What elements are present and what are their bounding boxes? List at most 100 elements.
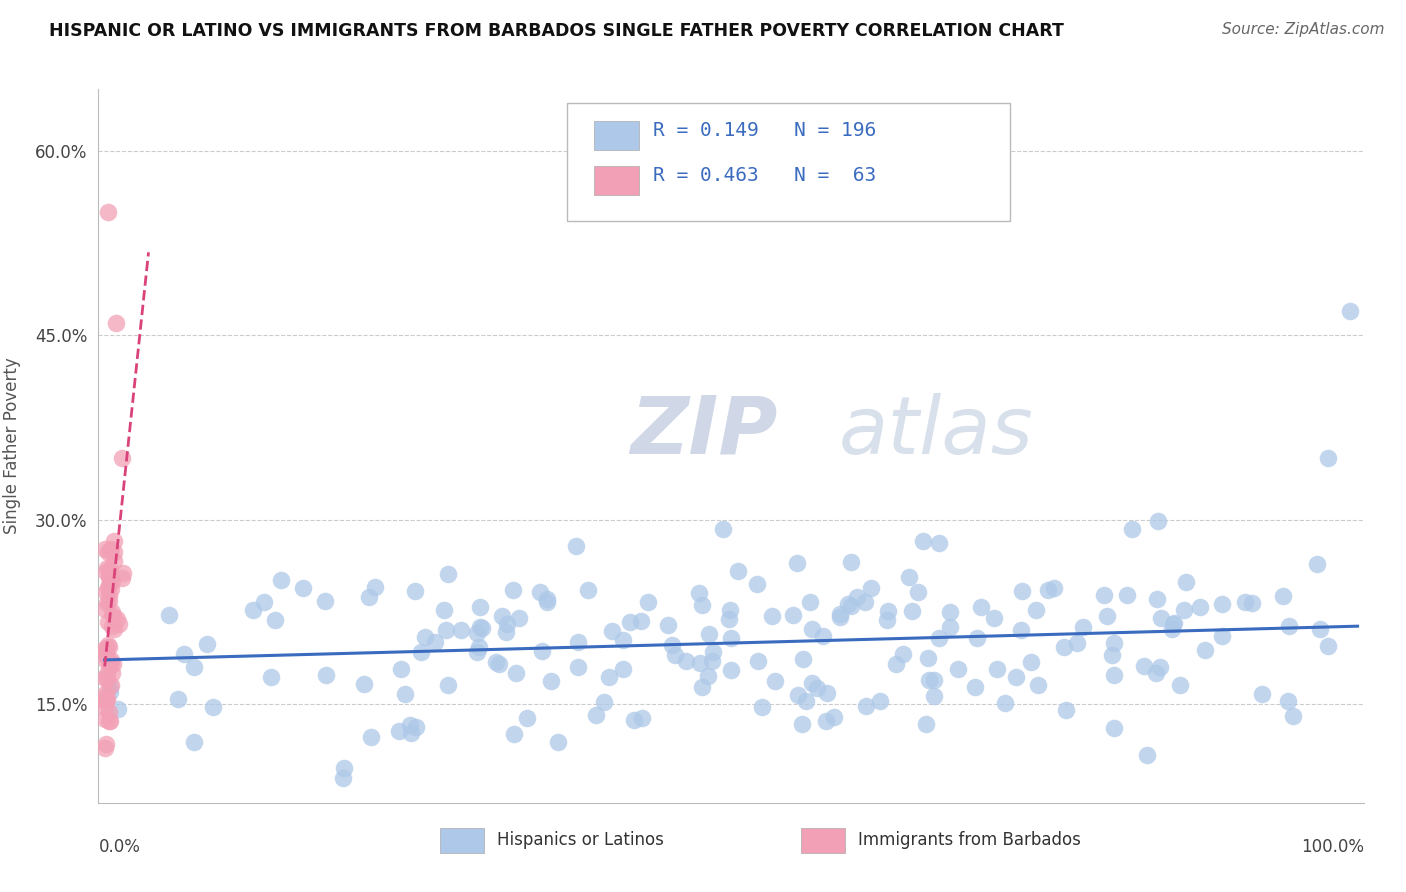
Point xyxy=(1132,659,1154,673)
Point xyxy=(702,645,724,659)
Point xyxy=(1211,629,1233,643)
Point xyxy=(966,631,988,645)
Point xyxy=(689,656,711,670)
Text: ZIP: ZIP xyxy=(630,392,778,471)
Point xyxy=(103,657,125,672)
Point xyxy=(94,740,117,755)
Point xyxy=(1194,643,1216,657)
Point xyxy=(503,727,526,741)
Point xyxy=(103,622,125,636)
Point xyxy=(1211,597,1233,611)
Point xyxy=(502,582,524,597)
Point xyxy=(394,687,416,701)
Point xyxy=(103,608,125,623)
Point xyxy=(751,700,773,714)
Point xyxy=(928,632,950,646)
Point xyxy=(853,595,876,609)
Point xyxy=(922,689,945,703)
Point xyxy=(565,539,588,553)
Point xyxy=(786,688,808,702)
Point xyxy=(876,613,898,627)
Point xyxy=(688,586,710,600)
Point xyxy=(800,622,823,636)
Point xyxy=(1104,668,1126,682)
Point xyxy=(1136,747,1159,762)
Point xyxy=(1277,693,1299,707)
Point xyxy=(1101,648,1123,662)
Text: R = 0.463   N =  63: R = 0.463 N = 63 xyxy=(652,166,876,186)
Point xyxy=(423,635,446,649)
Point xyxy=(103,545,125,559)
Point xyxy=(763,674,786,689)
Point xyxy=(718,603,741,617)
Point xyxy=(1241,596,1264,610)
Point xyxy=(598,670,620,684)
Point xyxy=(664,648,686,663)
Point xyxy=(1036,583,1059,598)
Point xyxy=(112,566,135,580)
Point xyxy=(839,555,862,569)
Point xyxy=(96,672,118,686)
Point xyxy=(183,735,205,749)
Point xyxy=(1251,687,1274,701)
Point xyxy=(96,566,118,580)
Point xyxy=(877,604,900,618)
Point xyxy=(96,561,118,575)
Point xyxy=(915,717,938,731)
Point xyxy=(912,534,935,549)
Point xyxy=(332,771,354,785)
Point xyxy=(100,619,122,633)
Point xyxy=(357,590,380,604)
FancyBboxPatch shape xyxy=(567,103,1010,221)
Point xyxy=(201,699,224,714)
Point xyxy=(508,611,530,625)
Text: HISPANIC OR LATINO VS IMMIGRANTS FROM BARBADOS SINGLE FATHER POVERTY CORRELATION: HISPANIC OR LATINO VS IMMIGRANTS FROM BA… xyxy=(49,22,1064,40)
Point xyxy=(94,689,117,703)
Point xyxy=(94,699,117,714)
Point xyxy=(986,662,1008,676)
Text: atlas: atlas xyxy=(838,392,1033,471)
Point xyxy=(1146,591,1168,606)
Point xyxy=(711,522,734,536)
Point xyxy=(828,609,851,624)
Point xyxy=(1271,589,1294,603)
Point xyxy=(96,667,118,681)
Point xyxy=(1161,622,1184,636)
Point xyxy=(436,623,458,637)
Point xyxy=(823,710,845,724)
Point xyxy=(100,541,122,556)
Point xyxy=(928,535,950,549)
Point xyxy=(1010,624,1032,638)
Point xyxy=(98,578,121,592)
Point xyxy=(97,544,120,558)
Point xyxy=(505,666,527,681)
Point xyxy=(111,450,134,465)
Point xyxy=(97,205,120,219)
Point xyxy=(576,583,599,598)
Point xyxy=(1316,639,1339,653)
Point xyxy=(98,593,121,607)
Point xyxy=(97,588,120,602)
Point xyxy=(468,620,491,634)
Point xyxy=(94,584,117,599)
Point xyxy=(353,677,375,691)
Point xyxy=(1005,670,1028,684)
Point xyxy=(488,657,510,671)
Point xyxy=(1056,703,1078,717)
Point xyxy=(96,738,118,752)
Point xyxy=(270,573,292,587)
Point xyxy=(97,640,120,654)
Point xyxy=(96,692,118,706)
Point xyxy=(94,640,117,655)
Point xyxy=(839,599,862,613)
Point xyxy=(485,655,508,669)
Bar xyxy=(440,828,484,853)
Point xyxy=(173,647,195,661)
Point xyxy=(94,671,117,685)
Point xyxy=(907,585,929,599)
Point xyxy=(98,714,121,728)
Point xyxy=(333,761,356,775)
Point xyxy=(1316,451,1339,466)
Point xyxy=(884,657,907,671)
Point xyxy=(98,685,121,699)
